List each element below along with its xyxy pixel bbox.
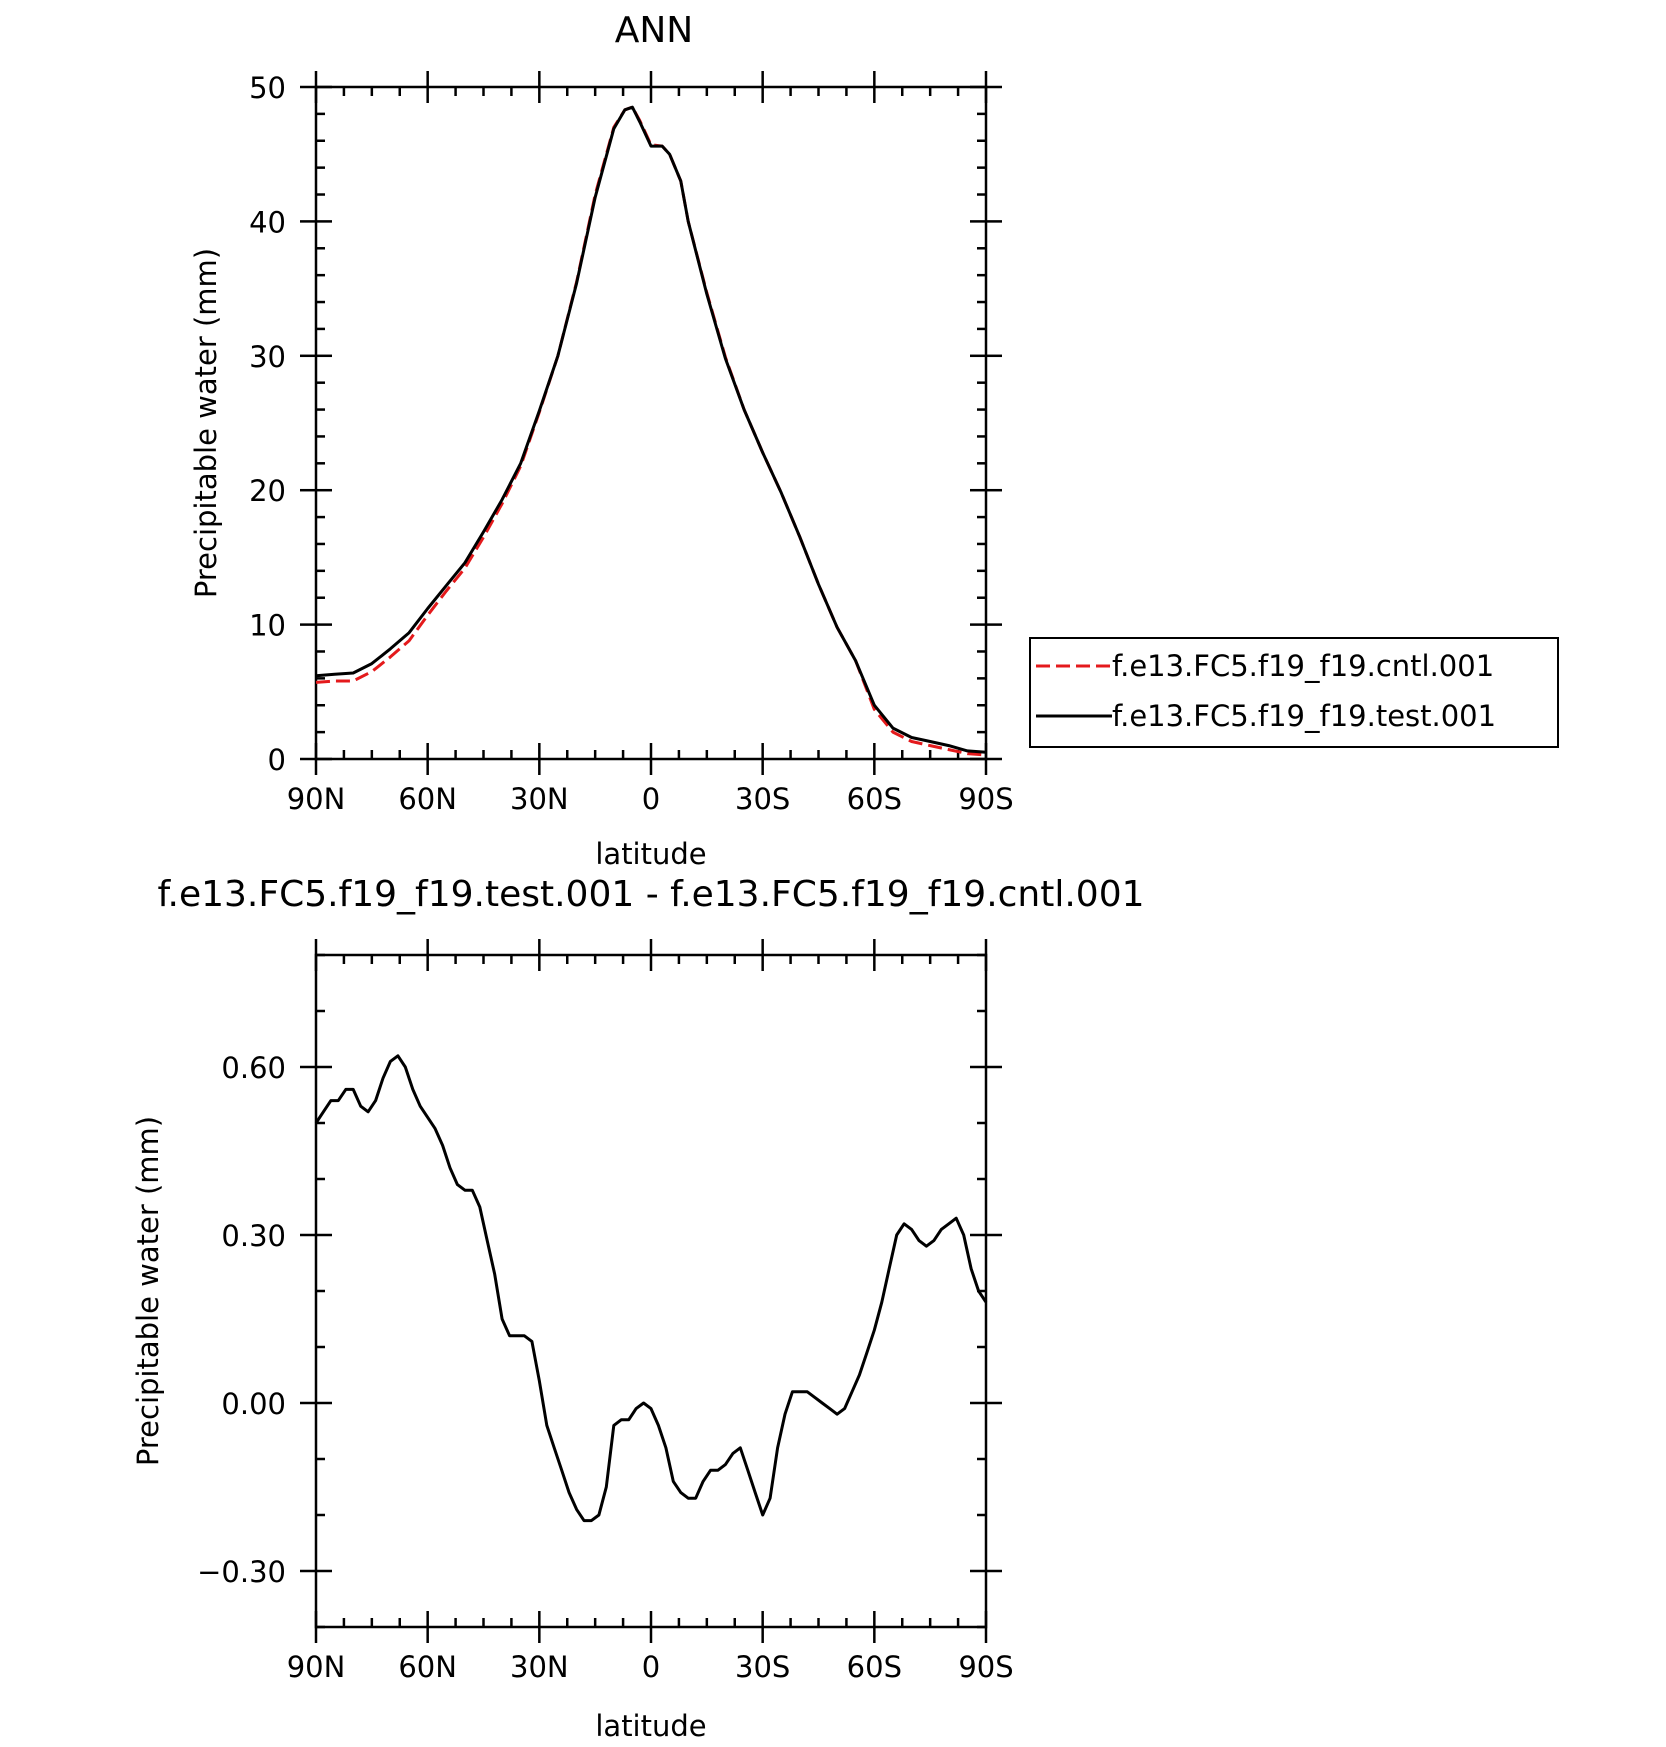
top-x-tick-label: 90N	[287, 782, 346, 816]
bottom-y-tick-label: 0.30	[221, 1219, 286, 1253]
top-x-axis-label: latitude	[595, 837, 706, 871]
top-y-tick-label: 50	[249, 71, 286, 105]
bottom-y-tick-label: 0.60	[221, 1051, 286, 1085]
top-x-tick-label: 60S	[847, 782, 902, 816]
bottom-y-tick-label: 0.00	[221, 1387, 286, 1421]
test-series-line	[315, 105, 987, 754]
top-x-tick-label: 90S	[958, 782, 1013, 816]
difference-series-line	[314, 1054, 988, 1523]
bottom-x-tick-label: 0	[642, 1650, 660, 1684]
bottom-series-group	[314, 1054, 988, 1523]
cntl-series-line	[315, 105, 987, 757]
top-y-tick-label: 30	[249, 340, 286, 374]
bottom-x-tick-label: 30N	[510, 1650, 569, 1684]
top-chart-title: ANN	[615, 10, 694, 51]
top-axis-ticks: 0 10 20 30 40 50 90N 60N 30N 0 30S 60S 90S	[249, 71, 1014, 816]
bottom-x-tick-label: 30S	[735, 1650, 790, 1684]
bottom-y-tick-label: −0.30	[197, 1555, 286, 1589]
top-x-tick-label: 60N	[398, 782, 457, 816]
top-y-tick-label: 10	[249, 609, 286, 643]
bottom-x-axis-label: latitude	[595, 1709, 706, 1743]
bottom-panel: f.e13.FC5.f19_f19.test.001 - f.e13.FC5.f…	[131, 874, 1145, 1743]
bottom-x-tick-label: 60N	[398, 1650, 457, 1684]
bottom-chart-title: f.e13.FC5.f19_f19.test.001 - f.e13.FC5.f…	[157, 874, 1144, 915]
bottom-x-tick-label: 90S	[958, 1650, 1013, 1684]
top-y-tick-label: 0	[268, 743, 286, 777]
bottom-x-tick-label: 90N	[287, 1650, 346, 1684]
top-y-tick-label: 40	[249, 205, 286, 239]
top-y-axis-label: Precipitable water (mm)	[189, 248, 223, 598]
top-series-group	[315, 105, 987, 757]
top-x-tick-label: 0	[642, 782, 660, 816]
legend: f.e13.FC5.f19_f19.cntl.001 f.e13.FC5.f19…	[1029, 637, 1559, 748]
bottom-x-tick-label: 60S	[847, 1650, 902, 1684]
top-x-tick-label: 30S	[735, 782, 790, 816]
legend-entry-cntl: f.e13.FC5.f19_f19.cntl.001	[1112, 649, 1494, 683]
top-plot-frame	[314, 85, 988, 761]
legend-box	[1029, 637, 1559, 748]
bottom-axis-ticks: −0.30 0.00 0.30 0.60 90N 60N 30N 0 30S 60S 90S	[197, 939, 1014, 1684]
bottom-y-axis-label: Precipitable water (mm)	[131, 1116, 165, 1466]
top-y-tick-label: 20	[249, 474, 286, 508]
top-panel: ANN 0 10 20 30 40 50 90N 60N 30N 0 30S 60S 90S Preci…	[189, 10, 1559, 871]
legend-entry-test: f.e13.FC5.f19_f19.test.001	[1112, 699, 1496, 733]
top-x-tick-label: 30N	[510, 782, 569, 816]
